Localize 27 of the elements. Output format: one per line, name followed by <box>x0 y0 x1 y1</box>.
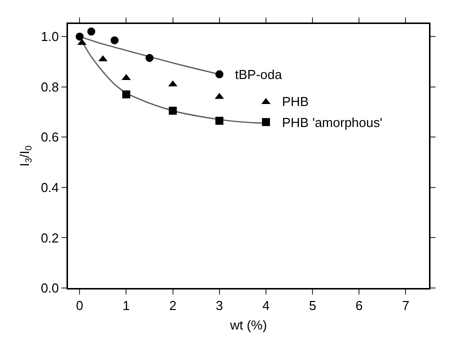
point <box>262 118 270 126</box>
x-tick-label: 0 <box>76 298 84 314</box>
y-tick-label: 0.6 <box>40 130 59 145</box>
x-tick-label: 5 <box>308 298 316 314</box>
y-tick-label: 0.0 <box>40 280 59 296</box>
y-tick-label: 0.4 <box>40 180 59 195</box>
point <box>122 90 130 98</box>
y-tick-label: 0.2 <box>40 230 59 246</box>
x-tick-label: 2 <box>169 298 176 314</box>
y-tick-label: 0.8 <box>40 79 59 94</box>
x-tick-label: 4 <box>262 298 270 314</box>
x-axis-title: wt (%) <box>229 317 267 332</box>
point <box>110 36 119 44</box>
y-tick-label: 1.0 <box>40 29 59 44</box>
series-label: PHB <box>282 94 309 109</box>
x-tick-label: 3 <box>216 298 224 314</box>
x-tick-label: 7 <box>402 298 410 314</box>
point <box>215 116 224 125</box>
series-label: tBP-oda <box>235 67 283 82</box>
series-label: PHB 'amorphous' <box>282 115 382 130</box>
x-tick-label: 1 <box>122 298 130 314</box>
point <box>87 28 96 36</box>
x-tick-label: 6 <box>356 298 363 314</box>
point <box>215 70 224 78</box>
point <box>146 54 154 62</box>
point <box>76 32 84 41</box>
point <box>168 106 177 115</box>
